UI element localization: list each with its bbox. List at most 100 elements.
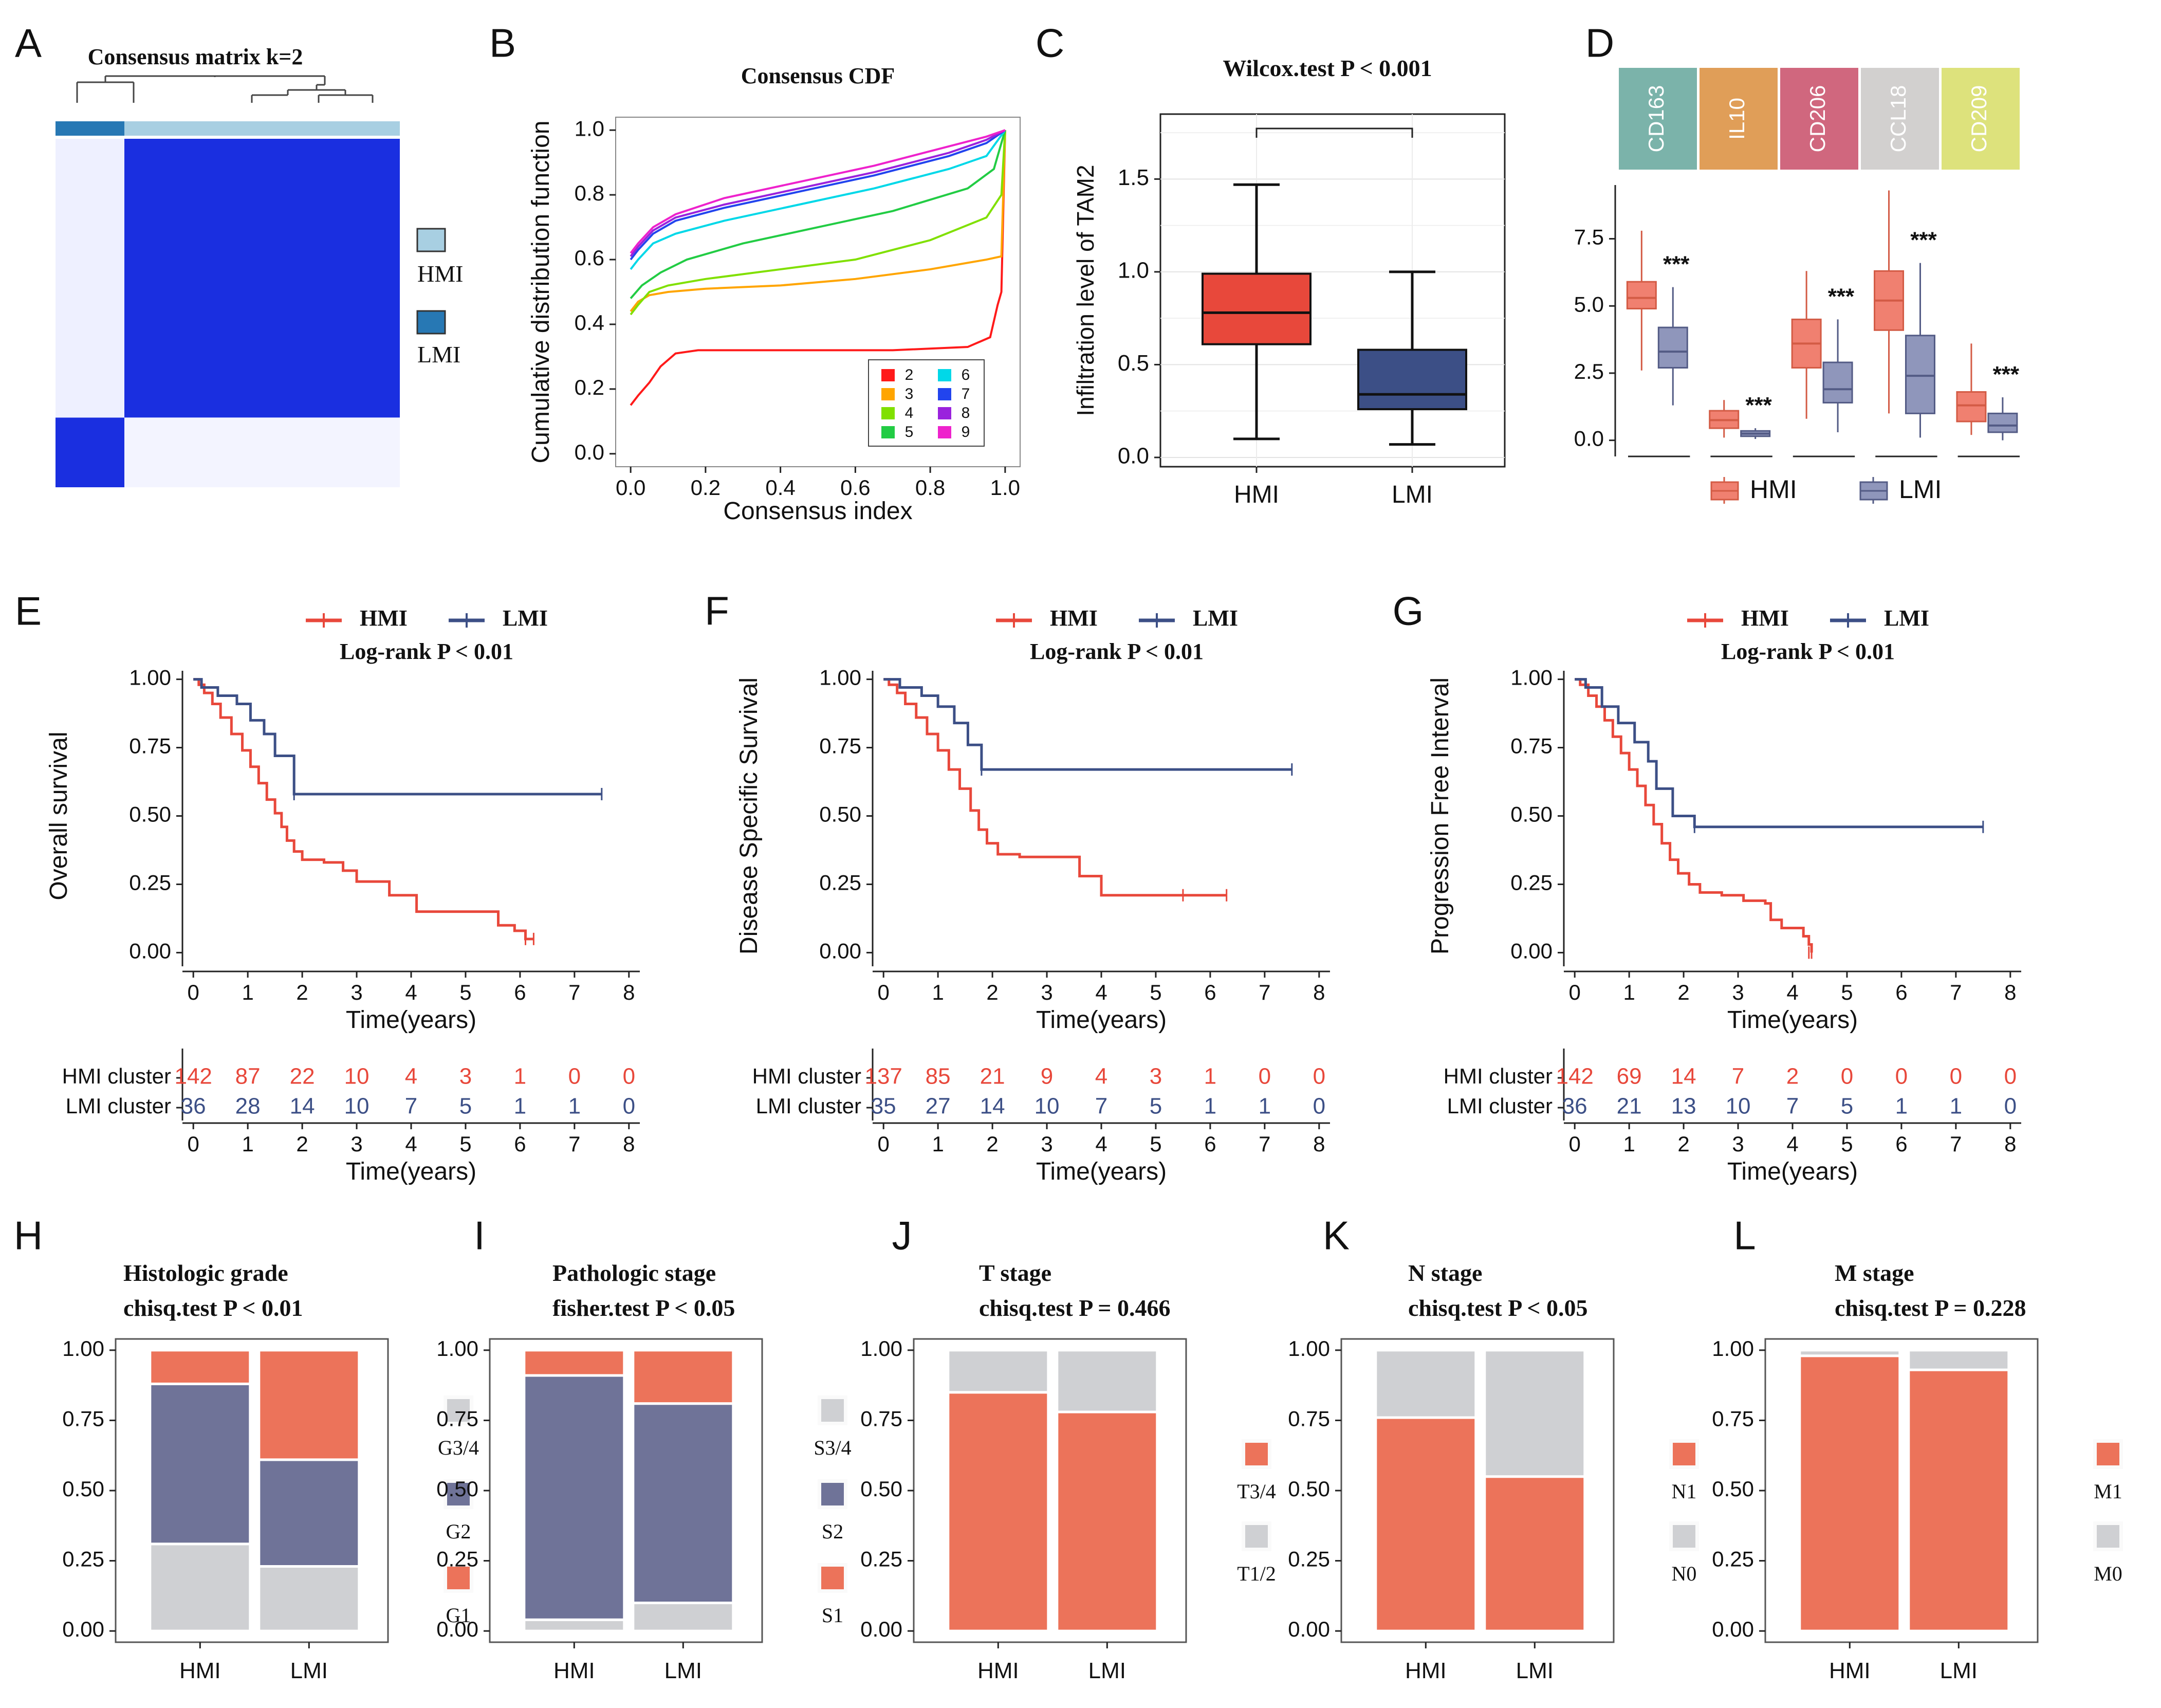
risk-count: 0 — [1841, 1064, 1853, 1089]
legend-label-S2: S2 — [822, 1520, 843, 1543]
risk-count: 10 — [1726, 1094, 1751, 1119]
x-tick-label: 4 — [405, 980, 417, 1004]
chart-title: Consensus matrix k=2 — [88, 44, 303, 69]
panel-letter-F: F — [705, 589, 729, 634]
x-tick-label: 7 — [1950, 980, 1962, 1004]
y-tick-label: 0.8 — [575, 181, 604, 205]
legend-swatch-k5 — [881, 426, 895, 438]
x-axis-title: Time(years) — [1727, 1006, 1858, 1034]
legend-swatch-k3 — [881, 388, 895, 400]
bar-segment-LMI-S3/4 — [632, 1602, 735, 1632]
box-HMI — [1202, 183, 1312, 440]
km-curve-HMI — [1575, 678, 1813, 953]
risk-count: 0 — [1313, 1064, 1325, 1089]
risk-count: 36 — [1562, 1094, 1587, 1119]
x-tick-label: 0.4 — [765, 475, 795, 500]
panel-letter-H: H — [14, 1213, 43, 1258]
y-tick-label: 0.50 — [129, 802, 171, 827]
x-tick-label: 2 — [1677, 980, 1689, 1004]
legend-label-LMI: LMI — [1899, 475, 1942, 504]
strip-label-IL10: IL10 — [1725, 98, 1749, 140]
legend: G3/4 G2 G1 — [438, 1395, 479, 1627]
x-tick-label: 6 — [1895, 1132, 1907, 1156]
risk-count: 36 — [181, 1094, 206, 1119]
cdf-line-k8 — [630, 129, 1006, 257]
x-tick-label: HMI — [977, 1658, 1019, 1683]
box-iqr — [1357, 348, 1467, 411]
cluster-bar-lmi — [56, 121, 124, 136]
y-tick-label: 1.00 — [129, 666, 171, 690]
x-tick-label: 0 — [188, 1132, 199, 1156]
y-tick-label: 0.75 — [860, 1407, 902, 1431]
x-tick-label: HMI — [1829, 1658, 1871, 1683]
panel-A: Consensus matrix k=2 HMI LMI — [56, 44, 463, 487]
panel-I: Pathologic stage fisher.test P < 0.05 0.00… — [436, 1260, 851, 1683]
x-tick-label: 4 — [1786, 1132, 1798, 1156]
x-tick-label: 3 — [1732, 1132, 1744, 1156]
risk-count: 1 — [1950, 1094, 1962, 1119]
x-tick-label: LMI — [1940, 1658, 1978, 1683]
y-tick-label: 0.00 — [62, 1617, 104, 1641]
y-tick-label: 0.75 — [436, 1407, 478, 1431]
risk-count: 142 — [174, 1064, 212, 1089]
bar-segment-HMI-G3/4 — [149, 1542, 252, 1632]
risk-count: 1 — [1895, 1094, 1908, 1119]
panel-F: HMI LMI Log-rank P < 0.01 0.00 0.25 0.50 0.75 1… — [735, 605, 1330, 1185]
y-tick-label: 1.00 — [1510, 666, 1553, 690]
x-tick-label: HMI — [553, 1658, 595, 1683]
cluster-bar-hmi — [124, 121, 400, 136]
y-tick-label: 0.2 — [575, 375, 604, 399]
bar-segment-LMI-M1 — [1907, 1368, 2010, 1632]
strip-label-CD209: CD209 — [1967, 85, 1991, 153]
km-curve-LMI — [193, 678, 602, 796]
legend-label-N0: N0 — [1672, 1562, 1697, 1585]
risk-row-label: HMI cluster — [62, 1064, 171, 1088]
chart-title: Wilcox.test P < 0.001 — [1223, 55, 1432, 81]
legend-label-G1: G1 — [446, 1604, 471, 1627]
x-tick-label: 7 — [568, 1132, 580, 1156]
panel-letter-I: I — [474, 1213, 485, 1258]
bar-segment-LMI-M0 — [1907, 1349, 2010, 1371]
y-tick-label: 0.50 — [1510, 802, 1553, 827]
legend-swatch-S1 — [821, 1567, 844, 1589]
y-tick-label: 0.75 — [1510, 734, 1553, 758]
risk-count: 0 — [623, 1094, 635, 1119]
pvalue-label: Log-rank P < 0.01 — [1721, 639, 1895, 664]
legend-swatch-N1 — [1673, 1443, 1695, 1465]
bar-segment-HMI-S2 — [523, 1374, 626, 1621]
panel-C: Wilcox.test P < 0.001 0.0 0.5 1.0 1.5 HMI LMI I… — [1072, 55, 1506, 508]
chart-subtitle: chisq.test P = 0.466 — [979, 1295, 1171, 1321]
legend-swatch-k9 — [938, 426, 951, 438]
panel-B: Consensus CDF 0.0 0.2 0.4 0.6 0.8 1.0 0.0 0.2 0.4… — [527, 63, 1021, 525]
bar-segment-LMI-T3/4 — [1056, 1410, 1159, 1632]
risk-count: 13 — [1671, 1094, 1696, 1119]
bar-segment-HMI-N1 — [1374, 1416, 1477, 1632]
x-tick-label: 7 — [568, 980, 580, 1004]
risk-count: 1 — [514, 1064, 526, 1089]
x-tick-label: 0 — [1569, 980, 1581, 1004]
box-LMI — [1357, 270, 1467, 446]
risk-count: 4 — [1095, 1064, 1107, 1089]
legend-swatch-k7 — [938, 388, 951, 400]
bar-segment-HMI-N0 — [1374, 1349, 1477, 1419]
y-tick-label: 0.25 — [1712, 1547, 1754, 1571]
panel-letter-A: A — [15, 21, 42, 66]
legend-label-lmi: LMI — [1884, 605, 1929, 631]
x-tick-label: HMI — [1405, 1658, 1447, 1683]
panel-H: Histologic grade chisq.test P < 0.01 0.00 0… — [62, 1260, 479, 1683]
y-tick-label: 0.00 — [129, 939, 171, 963]
dendrogram-branches — [76, 75, 374, 103]
risk-row-label: LMI cluster — [66, 1094, 171, 1118]
panel-J: T stage chisq.test P = 0.466 0.00 0.25 0.50 0… — [860, 1260, 1276, 1683]
risk-count: 1 — [568, 1094, 581, 1119]
matrix-block-lmi — [56, 417, 124, 487]
x-tick-label: 0 — [878, 980, 890, 1004]
legend-label-k7: 7 — [962, 385, 970, 402]
legend-label-lmi: LMI — [503, 605, 548, 631]
km-curve-LMI — [1575, 678, 1983, 829]
y-tick-label: 0.0 — [575, 440, 604, 464]
chart-subtitle: chisq.test P = 0.228 — [1835, 1295, 2026, 1321]
x-axis-title: Time(years) — [1727, 1158, 1858, 1185]
risk-count: 1 — [1204, 1094, 1216, 1119]
